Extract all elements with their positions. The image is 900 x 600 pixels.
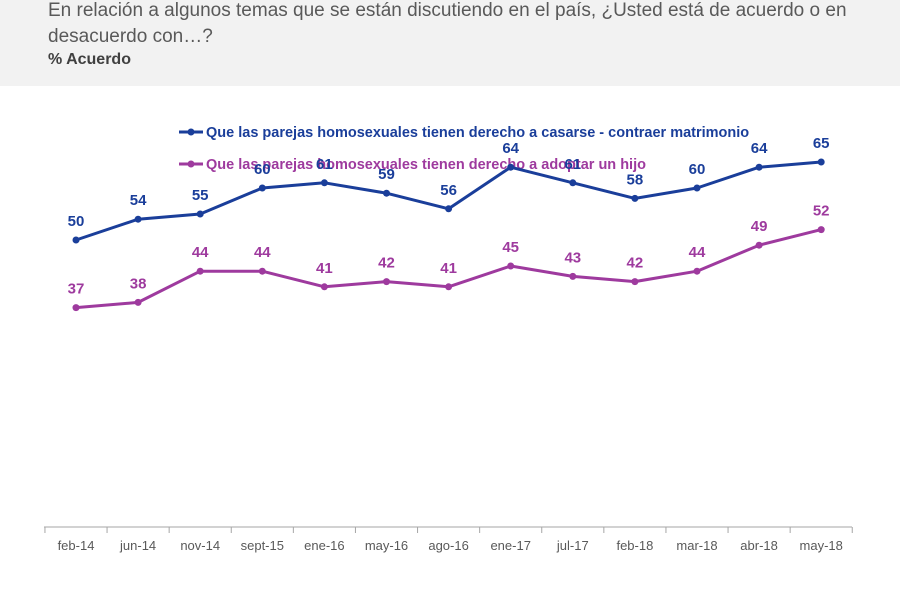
data-point [134,215,142,223]
x-tick-label: mar-18 [676,538,717,553]
data-point [755,163,763,171]
x-tick-label: jun-14 [119,538,156,553]
series-adoption: 37 38 44 44 41 42 41 45 43 42 44 49 52 [68,203,830,312]
data-label: 61 [316,156,333,173]
x-axis-ticks [44,527,853,533]
legend: Que las parejas homosexuales tienen dere… [179,125,749,173]
legend-marker-marriage [187,128,195,136]
legend-label-marriage: Que las parejas homosexuales tienen dere… [206,125,749,141]
data-point [72,304,80,312]
x-tick-label: feb-14 [58,538,95,553]
data-point [817,226,825,234]
data-label: 61 [564,156,581,173]
data-label: 44 [254,244,271,261]
x-tick-label: ene-16 [304,538,344,553]
x-axis-tick-labels: feb-14 jun-14 nov-14 sept-15 ene-16 may-16 ago… [58,538,843,553]
data-label: 42 [378,255,395,272]
data-point [258,267,266,275]
series-line [75,160,822,242]
data-label: 50 [68,213,85,230]
data-point [196,267,204,275]
data-point [445,283,453,291]
data-label: 54 [130,192,147,209]
data-label: 37 [68,281,85,298]
data-point [320,283,328,291]
data-label: 56 [440,182,457,199]
line-chart: Que las parejas homosexuales tienen dere… [44,125,853,553]
data-point [320,179,328,187]
data-label: 55 [192,187,209,204]
x-tick-label: ago-16 [428,538,468,553]
data-label: 64 [751,140,768,157]
data-label: 41 [440,260,457,277]
data-label: 59 [378,166,395,183]
x-tick-label: may-18 [800,538,843,553]
data-point [196,210,204,218]
data-label: 60 [254,161,271,178]
series-marriage: 50 54 55 60 61 59 56 64 61 58 60 64 65 [68,135,830,244]
x-tick-label: abr-18 [740,538,778,553]
x-tick-label: may-16 [365,538,408,553]
data-label: 41 [316,260,333,277]
data-label: 49 [751,218,768,235]
data-label: 60 [689,161,706,178]
data-label: 64 [502,140,519,157]
data-label: 58 [627,171,644,188]
data-label: 44 [192,244,209,261]
data-label: 38 [130,275,147,292]
x-tick-label: ene-17 [490,538,530,553]
x-tick-label: sept-15 [241,538,284,553]
x-tick-label: jul-17 [556,538,589,553]
data-label: 52 [813,203,830,220]
chart-subtitle: % Acuerdo [48,51,131,68]
data-point [507,262,515,270]
data-point [383,278,390,286]
data-label: 42 [627,255,644,272]
data-label: 65 [813,135,830,152]
data-point [693,267,701,275]
x-tick-label: nov-14 [180,538,220,553]
legend-item-marriage: Que las parejas homosexuales tienen dere… [179,125,749,141]
legend-marker-adoption [187,160,195,168]
data-point [72,236,80,244]
series-layer: 50 54 55 60 61 59 56 64 61 58 60 64 65 37 38 44 44 41 42 41… [68,135,830,312]
data-point [631,194,639,202]
data-point [631,278,639,286]
question-text: En relación a algunos temas que se están… [48,0,847,47]
data-point [507,163,515,171]
data-label: 43 [564,249,581,266]
legend-item-adoption: Que las parejas homosexuales tienen dere… [179,157,646,173]
data-point [383,189,390,197]
data-point [755,241,763,249]
legend-label-adoption: Que las parejas homosexuales tienen dere… [206,157,646,173]
header-panel: En relación a algunos temas que se están… [0,0,900,86]
data-point [569,272,577,280]
data-point [817,158,825,166]
data-point [445,205,453,213]
data-label: 44 [689,244,706,261]
data-point [569,179,577,187]
data-label: 45 [502,239,519,256]
data-point [134,298,142,306]
data-point [258,184,266,192]
x-tick-label: feb-18 [616,538,653,553]
data-point [693,184,701,192]
